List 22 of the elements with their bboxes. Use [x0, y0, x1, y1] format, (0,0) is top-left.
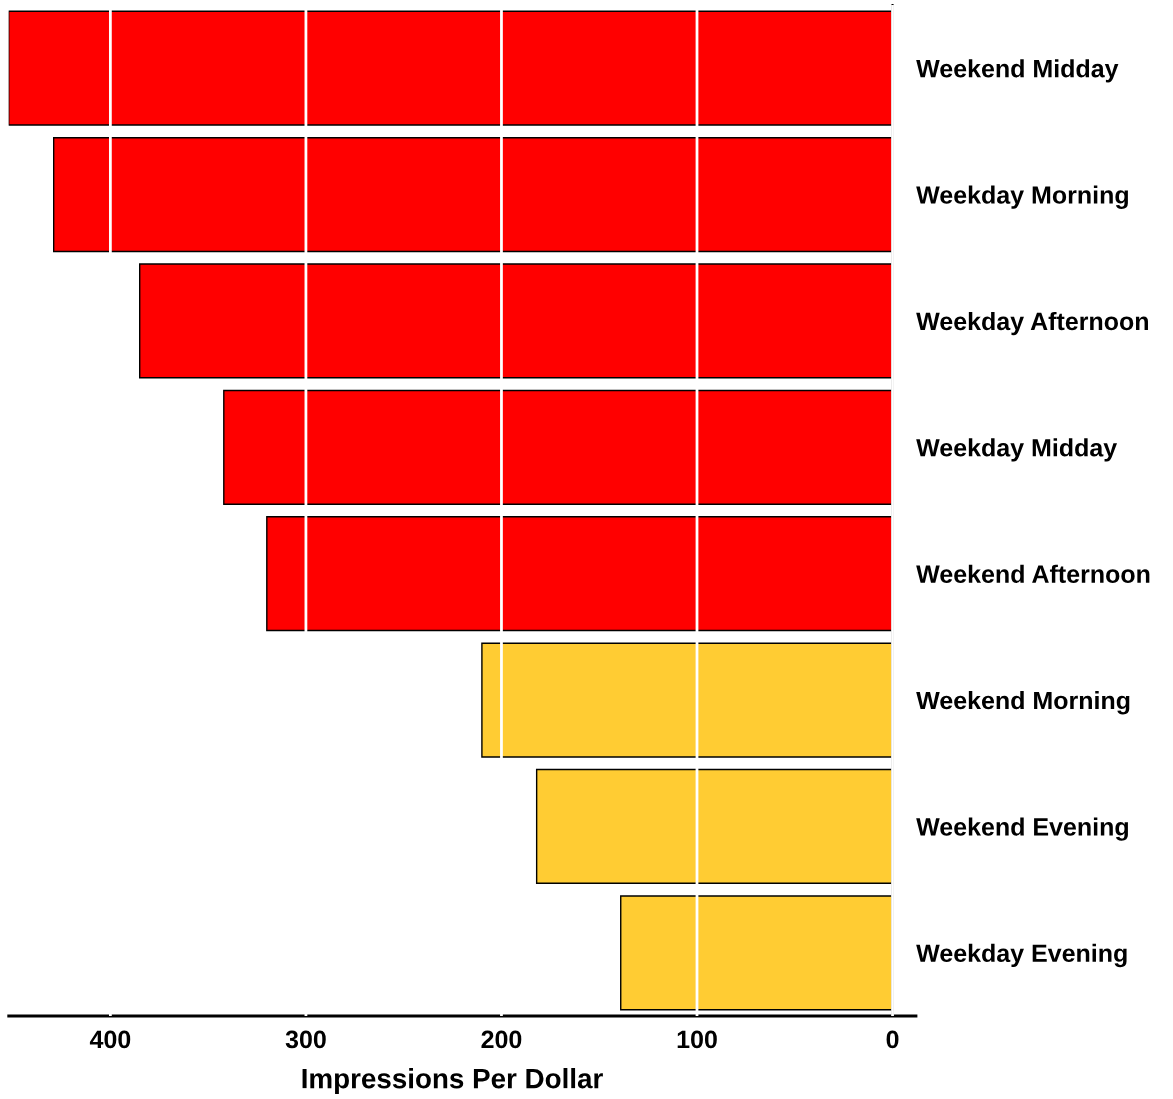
x-tick-label: 400 [89, 1030, 131, 1049]
x-tick-label: 100 [677, 1030, 717, 1049]
y-tick-label: Weekend Midday [916, 59, 1119, 83]
bar [620, 895, 894, 1011]
x-axis-title: Impressions Per Dollar [302, 1068, 603, 1094]
bar [223, 389, 894, 505]
y-tick-label: Weekend Evening [916, 817, 1128, 841]
y-tick-label: Weekend Afternoon [916, 564, 1150, 583]
x-tick-label: 200 [481, 1030, 522, 1049]
y-tick-label: Weekend Morning [916, 691, 1130, 715]
bar [266, 516, 894, 632]
y-tick-label: Weekday Afternoon [916, 311, 1148, 336]
x-tick-label: 0 [886, 1030, 899, 1049]
bar [52, 136, 894, 253]
bar [8, 10, 894, 126]
x-tick-label: 300 [285, 1030, 326, 1049]
y-tick-label: Weekday Midday [916, 438, 1118, 462]
y-tick-label: Weekday Morning [916, 185, 1128, 209]
y-tick-label: Weekday Evening [916, 943, 1127, 968]
bar [535, 768, 894, 885]
bar [481, 642, 894, 758]
bar [139, 263, 894, 379]
